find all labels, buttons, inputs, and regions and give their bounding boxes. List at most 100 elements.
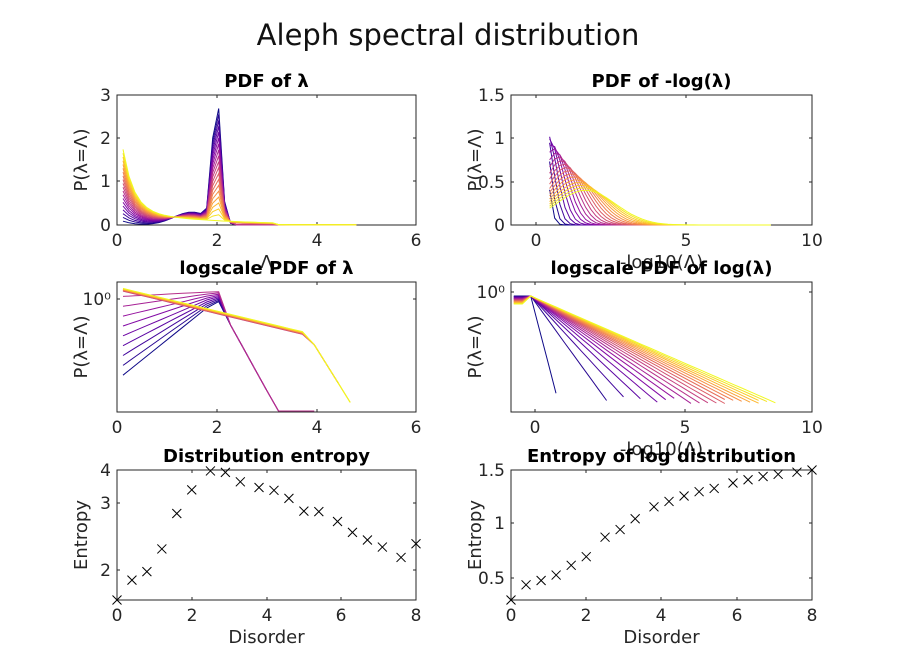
x-tick-label: 0	[112, 231, 123, 251]
x-marker-stroke	[566, 560, 577, 571]
plot-area	[116, 281, 417, 413]
x-marker-stroke	[792, 467, 802, 478]
x-tick-label: 6	[411, 418, 422, 438]
y-tick-label: 0.5	[478, 173, 505, 193]
x-marker-stroke	[142, 566, 152, 577]
panel-entropy_log: Entropy of log distribution 0 2 4 6 8 0.5 1 1.5 D…	[465, 446, 817, 648]
panel-logpdf_lambda: logscale PDF of λ 0 2 4 6 10⁰ P(λ=Λ)	[71, 258, 421, 438]
data-point	[299, 506, 309, 516]
data-point	[205, 466, 216, 476]
x-tick-label: 2	[212, 231, 223, 251]
plot-area	[116, 94, 417, 226]
series-line	[122, 149, 357, 226]
x-marker-stroke	[758, 471, 768, 482]
x-marker-stroke	[600, 532, 610, 543]
x-marker-stroke	[362, 535, 373, 545]
x-marker-stroke	[709, 483, 720, 494]
y-tick-label: 0	[494, 216, 505, 236]
data-point	[566, 560, 577, 571]
x-marker-stroke	[506, 595, 516, 605]
x-axis-label: Disorder	[623, 627, 700, 648]
data-point	[581, 551, 592, 562]
x-marker-stroke	[377, 542, 388, 552]
curves	[122, 287, 351, 412]
panel-title: logscale PDF of log(λ)	[550, 258, 772, 279]
y-axis-label: P(λ=Λ)	[465, 129, 486, 192]
x-marker-stroke	[313, 506, 324, 517]
x-marker-stroke	[411, 538, 421, 549]
x-axis-label: Λ	[260, 252, 273, 273]
x-marker-stroke	[284, 493, 294, 504]
y-axis-label: Entropy	[71, 500, 92, 570]
data-point	[220, 467, 231, 478]
x-marker-stroke	[171, 508, 182, 519]
panel-logpdf_log: logscale PDF of log(λ) 0 5 10 10⁰ -log10(Λ) P(…	[465, 258, 823, 460]
data-point	[679, 491, 689, 501]
data-point	[411, 538, 421, 549]
panel-title: Distribution entropy	[163, 446, 370, 467]
x-marker-stroke	[347, 527, 358, 538]
x-tick-label: 6	[411, 231, 422, 251]
y-tick-label: 2	[100, 561, 111, 581]
x-tick-label: 4	[312, 418, 323, 438]
y-tick-label: 2	[100, 129, 111, 149]
x-tick-label: 0	[112, 606, 123, 626]
y-tick-label: 4	[100, 461, 111, 481]
data-point	[615, 524, 625, 535]
x-marker-stroke	[664, 496, 674, 507]
x-marker-stroke	[630, 513, 641, 524]
data-point	[792, 467, 802, 478]
data-point	[536, 575, 546, 586]
data-point	[362, 535, 373, 545]
x-tick-label: 5	[680, 418, 691, 438]
data-point	[142, 566, 152, 577]
x-marker-stroke	[127, 575, 137, 585]
y-tick-label: 0	[100, 216, 111, 236]
data-point	[709, 483, 720, 494]
x-marker-stroke	[807, 465, 817, 475]
panel-pdf_neglog: PDF of -log(λ) 0 5 10 0 0.5 1 1.5 -log10(Λ) P(λ=Λ…	[465, 71, 823, 273]
data-point	[235, 476, 246, 487]
data-point	[332, 516, 343, 527]
x-marker-stroke	[521, 579, 531, 590]
x-tick-label: 6	[732, 606, 743, 626]
y-axis-label: P(λ=Λ)	[71, 316, 92, 379]
plot-area	[116, 469, 417, 601]
data-point	[758, 471, 768, 482]
data-point	[630, 513, 641, 524]
x-tick-label: 2	[187, 606, 198, 626]
figure-title: Aleph spectral distribution	[257, 18, 640, 52]
data-point	[171, 508, 182, 519]
data-point	[377, 542, 388, 552]
x-tick-label: 6	[336, 606, 347, 626]
data-point	[521, 579, 531, 590]
data-point	[156, 544, 167, 554]
data-point	[506, 595, 516, 605]
curves	[122, 108, 357, 226]
data-point	[284, 493, 294, 504]
x-marker-stroke	[186, 485, 197, 495]
x-marker-stroke	[649, 501, 659, 512]
plot-area	[510, 281, 813, 413]
x-marker-stroke	[773, 469, 783, 480]
y-tick-label: 1	[100, 172, 111, 192]
x-marker-stroke	[551, 570, 562, 580]
x-marker-stroke	[254, 482, 264, 493]
x-axis-label: Disorder	[228, 627, 305, 648]
x-marker-stroke	[679, 491, 689, 501]
x-tick-label: 10	[801, 418, 823, 438]
y-tick-label: 3	[100, 86, 111, 106]
x-tick-label: 2	[581, 606, 592, 626]
x-tick-label: 10	[801, 231, 823, 251]
markers	[112, 466, 421, 605]
series-line	[122, 287, 351, 403]
x-tick-label: 0	[506, 606, 517, 626]
y-tick-label: 10⁰	[83, 290, 112, 310]
data-point	[313, 506, 324, 517]
x-tick-label: 5	[681, 231, 692, 251]
x-marker-stroke	[694, 486, 704, 497]
x-axis-label: -log10(Λ)	[620, 252, 703, 273]
x-tick-label: 2	[212, 418, 223, 438]
